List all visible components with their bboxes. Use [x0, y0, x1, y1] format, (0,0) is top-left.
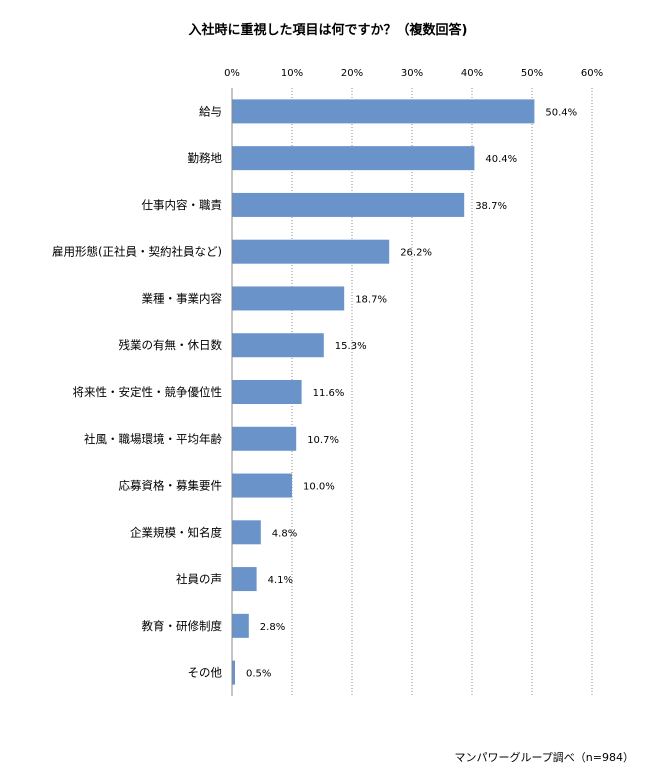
- bar: [232, 426, 297, 451]
- bar: [232, 660, 235, 685]
- category-label: 業種・事業内容: [142, 291, 223, 305]
- value-label: 4.1%: [268, 575, 293, 586]
- category-label: その他: [188, 666, 223, 680]
- category-label: 教育・研修制度: [142, 619, 223, 633]
- chart-title: 入社時に重視した項目は何ですか？（複数回答): [189, 22, 468, 38]
- bar: [232, 239, 390, 264]
- value-label: 4.8%: [272, 528, 297, 539]
- value-label: 40.4%: [485, 154, 517, 165]
- x-tick-label: 40%: [461, 68, 483, 79]
- category-label: 雇用形態(正社員・契約社員など): [52, 245, 222, 259]
- value-label: 10.7%: [307, 435, 339, 446]
- category-label: 将来性・安定性・競争優位性: [73, 385, 223, 399]
- category-label: 応募資格・募集要件: [119, 479, 223, 493]
- bar: [232, 146, 475, 171]
- value-label: 11.6%: [313, 388, 345, 399]
- bar: [232, 520, 261, 545]
- category-label: 社風・職場環境・平均年齢: [84, 432, 222, 446]
- bar: [232, 333, 324, 358]
- value-label: 38.7%: [475, 201, 507, 212]
- x-tick-label: 60%: [581, 68, 603, 79]
- x-tick-label: 30%: [401, 68, 423, 79]
- category-label: 残業の有無・休日数: [119, 338, 223, 352]
- x-tick-label: 10%: [281, 68, 303, 79]
- bar: [232, 192, 465, 217]
- bar: [232, 99, 535, 124]
- value-labels: 50.4% 40.4% 38.7% 26.2% 18.7% 15.3% 11.6% 10.7%…: [246, 107, 577, 679]
- category-label: 給与: [199, 104, 222, 118]
- bar: [232, 380, 302, 404]
- category-label: 社員の声: [176, 572, 222, 586]
- value-label: 26.2%: [400, 248, 432, 259]
- x-tick-label: 20%: [341, 68, 363, 79]
- category-label: 勤務地: [188, 151, 223, 165]
- value-label: 50.4%: [545, 107, 577, 118]
- bar: [232, 567, 257, 592]
- source-note: マンパワーグループ調べ（n=984）: [454, 751, 634, 764]
- bar: [232, 286, 345, 311]
- value-label: 15.3%: [335, 341, 367, 352]
- x-tick-label: 0%: [224, 68, 240, 79]
- category-label: 企業規模・知名度: [130, 525, 222, 539]
- value-label: 10.0%: [303, 482, 335, 493]
- value-label: 2.8%: [260, 622, 285, 633]
- category-label: 仕事内容・職責: [142, 198, 223, 212]
- x-axis-ticks: 0% 10% 20% 30% 40% 50% 60%: [224, 68, 603, 79]
- bar: [232, 473, 292, 498]
- bars: [232, 99, 535, 685]
- value-label: 0.5%: [246, 669, 271, 680]
- x-tick-label: 50%: [521, 68, 543, 79]
- value-label: 18.7%: [355, 294, 387, 305]
- bar: [232, 613, 249, 638]
